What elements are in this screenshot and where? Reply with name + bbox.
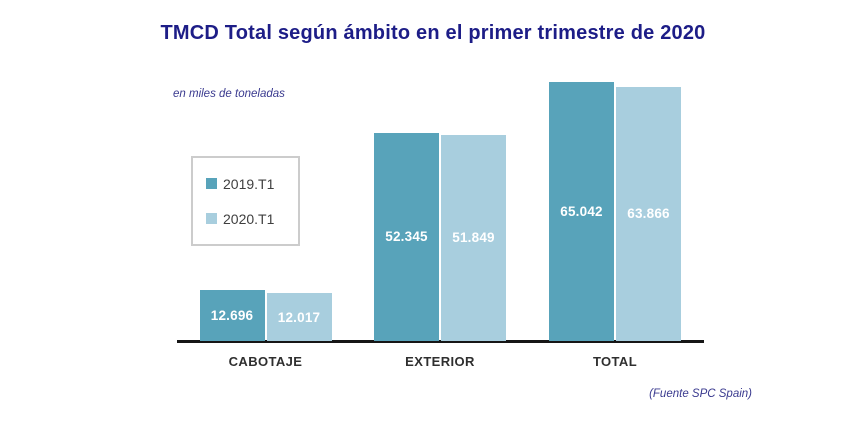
category-label-exterior: EXTERIOR <box>405 354 475 369</box>
bar-2019-t1-total: 65.042 <box>549 82 614 341</box>
source-note: (Fuente SPC Spain) <box>649 388 752 400</box>
legend-swatch-icon <box>206 213 217 224</box>
legend: 2019.T1 2020.T1 <box>191 156 300 246</box>
legend-item-2019-t1: 2019.T1 <box>206 176 298 192</box>
bar-2020-t1-exterior: 51.849 <box>441 134 506 341</box>
category-label-cabotaje: CABOTAJE <box>228 354 303 369</box>
units-note: en miles de toneladas <box>173 88 285 100</box>
bar-value-label: 52.345 <box>385 229 428 245</box>
bar-value-label: 65.042 <box>560 204 603 219</box>
legend-label: 2020.T1 <box>223 210 275 227</box>
legend-label: 2019.T1 <box>223 175 275 192</box>
bar-value-label: 12.696 <box>210 308 254 324</box>
bar-value-label: 63.866 <box>627 206 670 222</box>
legend-item-2020-t1: 2020.T1 <box>206 211 298 227</box>
category-label-total: TOTAL <box>592 354 638 369</box>
bar-2019-t1-cabotaje: 12.696 <box>199 290 265 341</box>
chart-title: TMCD Total según ámbito en el primer tri… <box>160 22 706 44</box>
x-axis-line <box>177 340 704 343</box>
bar-2020-t1-total: 63.866 <box>616 86 681 341</box>
bar-2019-t1-exterior: 52.345 <box>374 132 439 341</box>
bar-value-label: 12.017 <box>277 309 321 325</box>
bar-2020-t1-cabotaje: 12.017 <box>266 293 332 341</box>
legend-swatch-icon <box>206 178 217 189</box>
bar-value-label: 51.849 <box>452 230 495 246</box>
